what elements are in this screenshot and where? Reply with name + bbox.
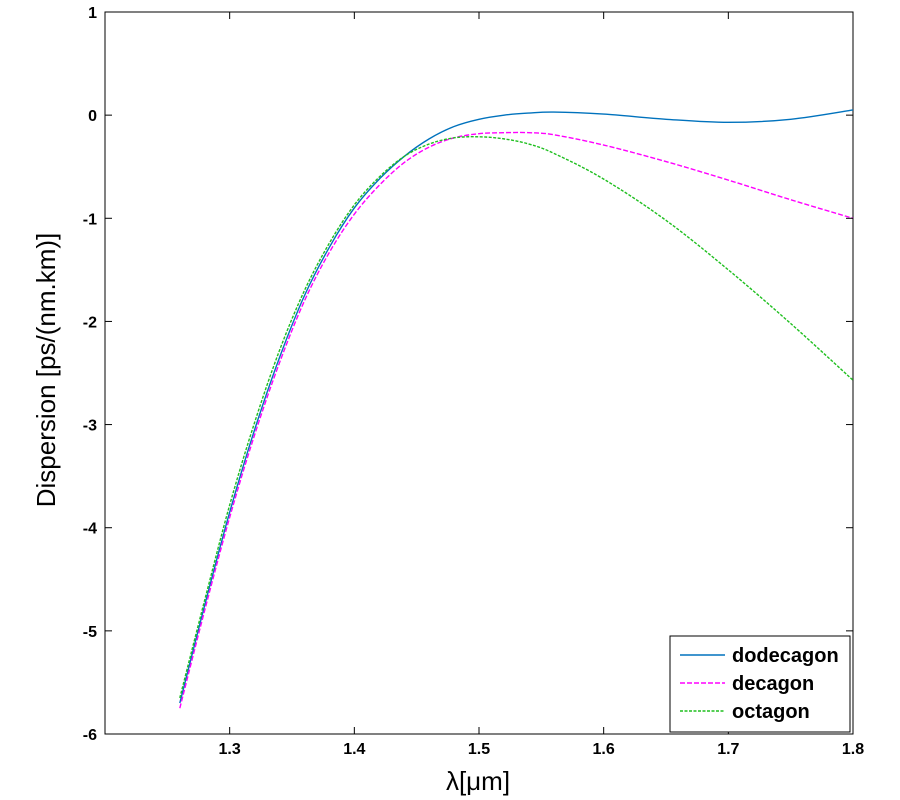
plot-lines bbox=[179, 109, 854, 709]
x-tick-label: 1.6 bbox=[593, 741, 615, 758]
legend-label-decagon: decagon bbox=[732, 673, 814, 695]
series-line-octagon bbox=[179, 136, 854, 699]
y-tick-label: -6 bbox=[83, 727, 97, 744]
legend-box bbox=[669, 635, 851, 733]
plot-area bbox=[104, 11, 854, 735]
y-tick-label: 0 bbox=[88, 108, 97, 125]
legend-label-octagon: octagon bbox=[732, 701, 810, 723]
legend: dodecagon decagon octagon bbox=[669, 635, 851, 733]
x-axis-label: λ[μm] bbox=[446, 766, 510, 796]
axes-frame bbox=[104, 11, 854, 735]
x-tick-label: 1.4 bbox=[343, 741, 365, 758]
y-tick-label: -5 bbox=[83, 624, 97, 641]
y-tick-label: -1 bbox=[83, 211, 97, 228]
y-tick-label: -2 bbox=[83, 314, 97, 331]
x-tick-label: 1.7 bbox=[717, 741, 739, 758]
y-tick-label: -4 bbox=[83, 521, 97, 538]
y-axis-label: Dispersion [ps/(nm.km)] bbox=[31, 233, 61, 508]
x-tick-label: 1.5 bbox=[468, 741, 490, 758]
x-tick-label: 1.3 bbox=[219, 741, 241, 758]
y-tick-label: -3 bbox=[83, 418, 97, 435]
axis-ticks: 1.3 1.4 1.5 1.6 1.7 1.8 1 0 -1 -2 -3 -4 -5 -6 bbox=[83, 5, 864, 758]
y-tick-label: 1 bbox=[88, 5, 97, 22]
series-line-dodecagon bbox=[179, 109, 854, 704]
x-tick-label: 1.8 bbox=[842, 741, 864, 758]
legend-label-dodecagon: dodecagon bbox=[732, 645, 839, 667]
